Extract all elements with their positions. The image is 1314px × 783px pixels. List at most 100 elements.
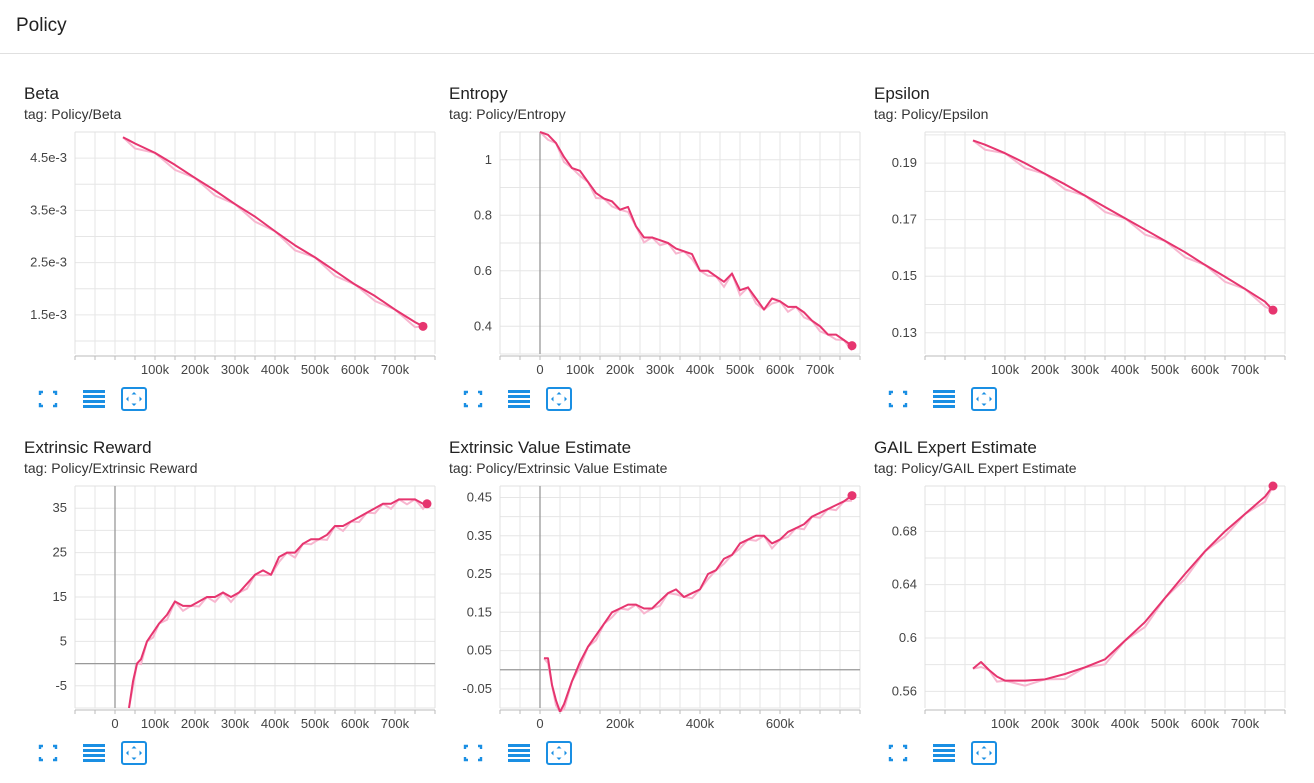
y-tick-label: 1.5e-3 <box>30 307 67 322</box>
toggle-log-scale-button[interactable] <box>505 740 533 766</box>
x-tick-label: 100k <box>141 362 170 377</box>
fit-domain-icon <box>34 740 62 766</box>
chart-title: Beta <box>24 84 59 103</box>
chart-tag: tag: Policy/GAIL Expert Estimate <box>874 460 1077 476</box>
line-chart[interactable]: -5 5 15 25 35 0 100k 200k 300k 400k 500k 600k 700k <box>24 482 444 732</box>
series-smoothed-line <box>539 131 853 347</box>
x-tick-label: 300k <box>221 716 250 731</box>
y-tick-label: 0.8 <box>474 207 492 222</box>
y-tick-label: -0.05 <box>462 681 492 696</box>
toggle-log-scale-button[interactable] <box>80 386 108 412</box>
expand-chart-button[interactable] <box>120 386 148 412</box>
grid <box>74 485 436 709</box>
y-tick-label: 3.5e-3 <box>30 202 67 217</box>
x-tick-label: 700k <box>381 716 410 731</box>
line-chart[interactable]: 0.13 0.15 0.17 0.19 100k 200k 300k 400k 500k 600k… <box>874 128 1294 378</box>
toggle-log-scale-button[interactable] <box>930 740 958 766</box>
series-end-point <box>1268 305 1278 315</box>
x-tick-label: 400k <box>686 716 715 731</box>
series-end-point <box>847 491 857 501</box>
toggle-log-scale-icon <box>930 386 958 412</box>
series-end-point <box>422 499 432 509</box>
series-smoothed-line <box>544 494 853 712</box>
chart-card: Epsilon tag: Policy/Epsilon 0.13 0.15 0.17 0.… <box>874 84 1294 429</box>
fit-domain-icon <box>884 386 912 412</box>
toggle-log-scale-icon <box>80 740 108 766</box>
x-tick-label: 400k <box>686 362 715 377</box>
x-tick-label: 600k <box>1191 362 1220 377</box>
y-tick-label: 4.5e-3 <box>30 150 67 165</box>
x-tick-label: 600k <box>341 362 370 377</box>
fit-domain-button[interactable] <box>34 740 62 766</box>
series-raw-line <box>543 499 853 712</box>
toggle-log-scale-button[interactable] <box>80 740 108 766</box>
expand-chart-button[interactable] <box>120 740 148 766</box>
series-end-point <box>1268 481 1278 491</box>
line-chart[interactable]: 0.4 0.6 0.8 1 0 100k 200k 300k 400k 500k 600k 700k <box>449 128 869 378</box>
y-tick-label: 0.17 <box>892 212 917 227</box>
chart-tag: tag: Policy/Epsilon <box>874 106 989 122</box>
x-tick-label: 500k <box>301 362 330 377</box>
x-tick-label: 700k <box>1231 362 1260 377</box>
toggle-log-scale-icon <box>930 740 958 766</box>
toggle-log-scale-icon <box>505 740 533 766</box>
x-tick-label: 600k <box>766 362 795 377</box>
fit-domain-button[interactable] <box>884 740 912 766</box>
chart-card: Extrinsic Value Estimate tag: Policy/Extr… <box>449 438 869 783</box>
series-smoothed-line <box>972 485 1274 682</box>
toggle-log-scale-button[interactable] <box>505 386 533 412</box>
y-tick-label: 0.15 <box>467 604 492 619</box>
chart-card: GAIL Expert Estimate tag: Policy/GAIL Exp… <box>874 438 1294 783</box>
x-tick-label: 600k <box>341 716 370 731</box>
series-raw-line <box>972 485 1274 687</box>
fit-domain-button[interactable] <box>459 740 487 766</box>
series-raw-line <box>972 139 1274 312</box>
x-tick-label: 200k <box>1031 716 1060 731</box>
y-tick-label: 1 <box>485 152 492 167</box>
series-end-point <box>847 341 857 351</box>
y-tick-label: 0.6 <box>474 263 492 278</box>
x-tick-label: 500k <box>726 362 755 377</box>
grid <box>924 132 1286 354</box>
x-tick-label: 500k <box>1151 362 1180 377</box>
fit-domain-button[interactable] <box>34 386 62 412</box>
chart-title: GAIL Expert Estimate <box>874 438 1037 457</box>
x-tick-label: 700k <box>381 362 410 377</box>
grid <box>499 131 861 355</box>
expand-chart-button[interactable] <box>545 386 573 412</box>
line-chart[interactable]: 0.56 0.6 0.64 0.68 100k 200k 300k 400k 500k 600k 7… <box>874 481 1294 732</box>
toggle-log-scale-icon <box>80 386 108 412</box>
y-tick-label: 0.15 <box>892 268 917 283</box>
fit-domain-button[interactable] <box>884 386 912 412</box>
y-tick-label: 0.68 <box>892 523 917 538</box>
fit-domain-icon <box>459 386 487 412</box>
x-tick-label: 300k <box>646 362 675 377</box>
expand-chart-button[interactable] <box>970 740 998 766</box>
line-chart[interactable]: 1.5e-3 2.5e-3 3.5e-3 4.5e-3 100k 200k 300k 400k… <box>24 128 444 378</box>
fit-domain-icon <box>459 740 487 766</box>
line-chart[interactable]: -0.05 0.05 0.15 0.25 0.35 0.45 200k 400k 600k 0 <box>449 482 869 732</box>
x-tick-label: 600k <box>766 716 795 731</box>
series-raw-line <box>539 131 853 352</box>
fit-domain-icon <box>34 386 62 412</box>
expand-chart-icon <box>970 386 998 412</box>
toggle-log-scale-button[interactable] <box>930 386 958 412</box>
expand-chart-button[interactable] <box>970 386 998 412</box>
x-tick-label: 700k <box>1231 716 1260 731</box>
y-tick-label: 0.13 <box>892 325 917 340</box>
y-tick-label: 0.64 <box>892 577 917 592</box>
x-tick-label: 400k <box>1111 362 1140 377</box>
chart-card: Extrinsic Reward tag: Policy/Extrinsic Re… <box>24 438 444 783</box>
expand-chart-button[interactable] <box>545 740 573 766</box>
y-tick-label: 0.6 <box>899 630 917 645</box>
x-tick-label: 0 <box>536 362 543 377</box>
y-tick-label: 0.56 <box>892 683 917 698</box>
y-tick-label: 5 <box>60 633 67 648</box>
x-tick-label: 400k <box>261 716 290 731</box>
fit-domain-button[interactable] <box>459 386 487 412</box>
fit-domain-icon <box>884 740 912 766</box>
x-tick-label: 0 <box>536 716 543 731</box>
y-tick-label: 25 <box>53 545 67 560</box>
y-tick-label: 0.45 <box>467 489 492 504</box>
x-tick-label: 100k <box>991 362 1020 377</box>
